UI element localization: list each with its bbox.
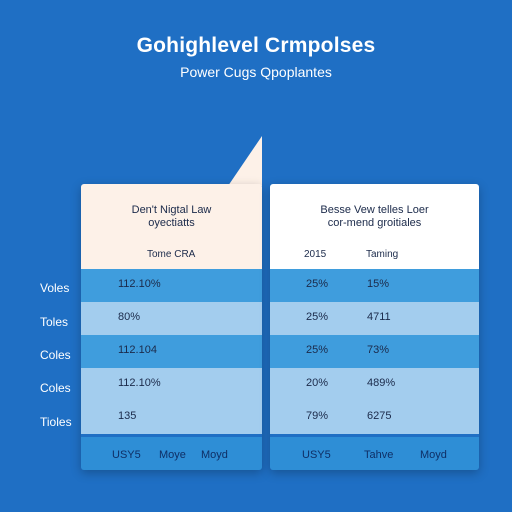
table-row: 80% — [81, 302, 262, 335]
left-card-title-line1: Den't Nigtal Law — [131, 204, 212, 216]
table-cell: 489% — [367, 377, 396, 389]
table-cell: 135 — [118, 410, 137, 422]
page-subtitle: Power Cugs Qpoplantes — [180, 64, 332, 80]
left-comparison-card: Den't Nigtal Law oyectiatts Tome CRA 112… — [81, 184, 262, 470]
table-row: 25% 73% — [270, 335, 479, 368]
table-cell: 15% — [367, 278, 390, 290]
right-card-footer: USY5 Tahve Moyd — [270, 437, 479, 470]
right-column-header-2: Taming — [366, 249, 399, 260]
table-cell: 80% — [118, 311, 141, 323]
table-row: 25% 4711 — [270, 302, 479, 335]
footer-label: Moyd — [201, 449, 228, 461]
table-row: 112.10% — [81, 368, 262, 401]
footer-label: Moyd — [420, 449, 447, 461]
table-cell: 73% — [367, 344, 390, 356]
row-label: Tioles — [40, 415, 72, 429]
table-cell: 6275 — [367, 410, 392, 422]
table-row: 20% 489% — [270, 368, 479, 401]
table-cell: 79% — [306, 410, 329, 422]
footer-label: USY5 — [302, 449, 331, 461]
right-card-title-line1: Besse Vew telles Loer — [320, 204, 429, 216]
table-row: 112.104 — [81, 335, 262, 368]
right-comparison-card: Besse Vew telles Loer cor-mend groitiale… — [270, 184, 479, 470]
page-title: Gohighlevel Crmpolses — [136, 34, 376, 57]
table-row: 25% 15% — [270, 269, 479, 302]
row-label: Coles — [40, 381, 71, 395]
table-row: 112.10% — [81, 269, 262, 302]
table-cell: 25% — [306, 344, 329, 356]
footer-label: USY5 — [112, 449, 141, 461]
row-label: Coles — [40, 348, 71, 362]
table-cell: 112.10% — [118, 377, 161, 389]
row-label: Toles — [40, 315, 69, 329]
right-card-title-line2: cor-mend groitiales — [327, 217, 422, 229]
table-cell: 4711 — [367, 311, 391, 323]
table-cell: 25% — [306, 278, 329, 290]
table-cell: 25% — [306, 311, 329, 323]
left-card-header: Den't Nigtal Law oyectiatts Tome CRA — [81, 184, 262, 269]
footer-label: Moye — [159, 449, 186, 461]
left-card-title: Den't Nigtal Law oyectiatts — [81, 204, 262, 230]
table-cell: 20% — [306, 377, 329, 389]
right-card-title: Besse Vew telles Loer cor-mend groitiale… — [270, 204, 479, 230]
footer-label: Tahve — [364, 449, 394, 461]
table-cell: 112.104 — [118, 344, 157, 356]
table-cell: 112.10% — [118, 278, 161, 290]
table-row: 135 — [81, 401, 262, 434]
right-column-header-1: 2015 — [304, 249, 327, 260]
left-column-header: Tome CRA — [147, 249, 196, 260]
right-card-header: Besse Vew telles Loer cor-mend groitiale… — [270, 184, 479, 269]
table-row: 79% 6275 — [270, 401, 479, 434]
row-label: Voles — [40, 281, 70, 295]
left-card-title-line2: oyectiatts — [148, 217, 195, 229]
left-card-footer: USY5 Moye Moyd — [81, 437, 262, 470]
